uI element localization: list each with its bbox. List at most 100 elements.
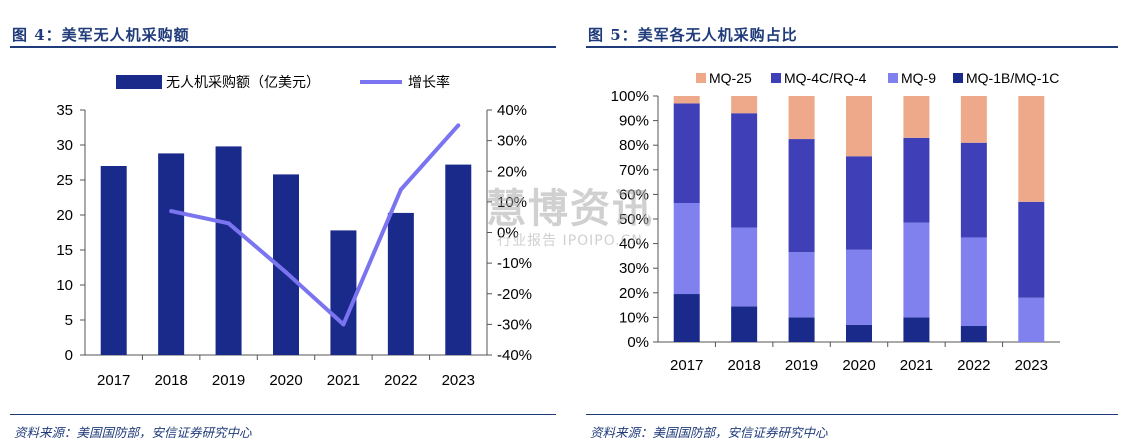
- segment-mq-25-2023: [1018, 96, 1045, 202]
- y-tick-label: 20: [56, 207, 73, 224]
- x-tick-label: 2022: [957, 357, 990, 374]
- bar-procurement-2021: [330, 230, 357, 355]
- segment-mq-9-2020: [846, 249, 872, 325]
- legend-label-mq-25: MQ-25: [709, 70, 752, 86]
- bar-procurement-2022: [387, 212, 414, 355]
- y-tick-label: 60%: [619, 186, 649, 203]
- segment-mq-4c-rq-4-2023: [1018, 201, 1045, 298]
- x-tick-label: 2017: [97, 372, 130, 389]
- x-tick-label: 2023: [442, 372, 475, 389]
- growth-point-2020: [284, 270, 288, 275]
- legend-label-mq-1b-mq-1c: MQ-1B/MQ-1C: [966, 70, 1059, 86]
- x-tick-label: 2019: [212, 372, 245, 389]
- x-tick-label: 2020: [269, 372, 302, 389]
- segment-mq-25-2019: [788, 96, 815, 140]
- right-chart-source: 资料来源：美国国防部，安信证券研究中心: [590, 425, 828, 440]
- segment-mq-25-2021: [903, 96, 930, 138]
- y2-tick-label: 40%: [497, 102, 527, 119]
- growth-point-2021: [341, 322, 346, 327]
- y-tick-label: 80%: [619, 137, 649, 154]
- y-tick-label: 20%: [619, 285, 649, 302]
- y-tick-label: 70%: [619, 162, 649, 179]
- y-tick-label: 35: [56, 102, 73, 119]
- segment-mq-9-2019: [788, 252, 815, 318]
- right-title-rule: [586, 46, 1118, 48]
- segment-mq-9-2017: [673, 203, 700, 295]
- legend-swatch-mq-9: [888, 73, 898, 83]
- legend-swatch-mq-1b-mq-1c: [953, 73, 963, 83]
- x-tick-label: 2018: [727, 357, 760, 374]
- growth-point-2018: [169, 209, 174, 214]
- x-tick-label: 2021: [900, 357, 933, 374]
- bar-procurement-2017: [100, 166, 127, 355]
- y-tick-label: 30: [56, 137, 73, 154]
- y-tick-label: 100%: [611, 88, 649, 105]
- legend-swatch-mq-25: [696, 73, 706, 83]
- legend-label-bar: 无人机采购额（亿美元）: [166, 74, 320, 90]
- left-chart-panel: 图 4：美军无人机采购额 无人机采购额（亿美元） 增长率 0 5 10 15 20 25 30 3…: [10, 26, 556, 440]
- segment-mq-9-2018: [731, 227, 758, 307]
- y-tick-label: 50%: [619, 211, 649, 228]
- y2-tick-label: -40%: [497, 347, 532, 364]
- segment-mq-25-2018: [731, 96, 758, 114]
- growth-point-2023: [456, 123, 461, 128]
- bar-procurement-2023: [445, 164, 472, 355]
- segment-mq-4c-rq-4-2020: [846, 156, 872, 250]
- left-chart-source: 资料来源：美国国防部，安信证券研究中心: [14, 425, 252, 440]
- segment-mq-4c-rq-4-2017: [673, 103, 700, 204]
- growth-point-2019: [226, 221, 231, 226]
- legend-label-mq-9: MQ-9: [901, 70, 936, 86]
- segment-mq-25-2017: [673, 96, 700, 104]
- x-tick-label: 2019: [785, 357, 818, 374]
- y-tick-label: 90%: [619, 113, 649, 130]
- y-tick-label: 40%: [619, 236, 649, 253]
- segment-mq-1b-mq-1c-2019: [788, 317, 815, 342]
- y-tick-label: 5: [65, 312, 73, 329]
- legend-label-mq-4c-rq-4: MQ-4C/RQ-4: [784, 70, 867, 86]
- segment-mq-4c-rq-4-2021: [903, 137, 930, 223]
- bar-procurement-2019: [215, 146, 242, 355]
- x-tick-label: 2020: [842, 357, 875, 374]
- y2-tick-label: 30%: [497, 133, 527, 150]
- segment-mq-4c-rq-4-2018: [731, 113, 758, 228]
- growth-rate-line: [170, 123, 460, 327]
- y2-tick-label: 10%: [497, 194, 527, 211]
- left-source-rule: [10, 414, 556, 415]
- legend-label-line: 增长率: [408, 74, 450, 90]
- growth-point-2022: [398, 187, 403, 192]
- segment-mq-1b-mq-1c-2021: [903, 317, 930, 342]
- share-stacked-chart: MQ-25 MQ-4C/RQ-4 MQ-9 MQ-1B/MQ-1C 0% 10% 20% 30…: [611, 70, 1060, 374]
- segment-mq-1b-mq-1c-2017: [673, 294, 700, 342]
- segment-mq-9-2023: [1018, 297, 1045, 342]
- segment-mq-4c-rq-4-2022: [960, 142, 987, 238]
- segment-mq-25-2022: [960, 96, 987, 143]
- y-tick-label: 15: [56, 242, 73, 259]
- procurement-combo-chart: 无人机采购额（亿美元） 增长率 0 5 10 15 20 25 30 35 -40% -30% -20%…: [56, 74, 532, 389]
- left-chart-title: 图 4：美军无人机采购额: [12, 26, 190, 44]
- segment-mq-9-2022: [960, 237, 987, 327]
- segment-mq-25-2020: [846, 96, 872, 157]
- legend-swatch-mq-4c-rq-4: [771, 73, 781, 83]
- y-tick-label: 0: [65, 347, 73, 364]
- bar-procurement-2018: [158, 153, 185, 355]
- y2-tick-label: 20%: [497, 163, 527, 180]
- legend-swatch-bar: [116, 75, 162, 89]
- x-tick-label: 2021: [327, 372, 360, 389]
- right-chart-panel: 图 5：美军各无人机采购占比 MQ-25 MQ-4C/RQ-4 MQ-9 MQ-1B/…: [576, 0, 1124, 443]
- segment-mq-1b-mq-1c-2018: [731, 306, 758, 342]
- segment-mq-1b-mq-1c-2020: [846, 324, 872, 342]
- segment-mq-4c-rq-4-2019: [788, 139, 815, 253]
- x-tick-label: 2023: [1015, 357, 1048, 374]
- x-tick-label: 2022: [384, 372, 417, 389]
- y-tick-label: 25: [56, 172, 73, 189]
- y-tick-label: 10: [56, 277, 73, 294]
- segment-mq-1b-mq-1c-2022: [960, 326, 987, 342]
- right-chart-title: 图 5：美军各无人机采购占比: [588, 26, 798, 44]
- y2-tick-label: -20%: [497, 286, 532, 303]
- right-source-rule: [586, 414, 1118, 415]
- y-tick-label: 10%: [619, 309, 649, 326]
- x-tick-label: 2018: [154, 372, 187, 389]
- y-tick-label: 30%: [619, 260, 649, 277]
- left-title-rule: [10, 46, 556, 48]
- segment-mq-9-2021: [903, 222, 930, 318]
